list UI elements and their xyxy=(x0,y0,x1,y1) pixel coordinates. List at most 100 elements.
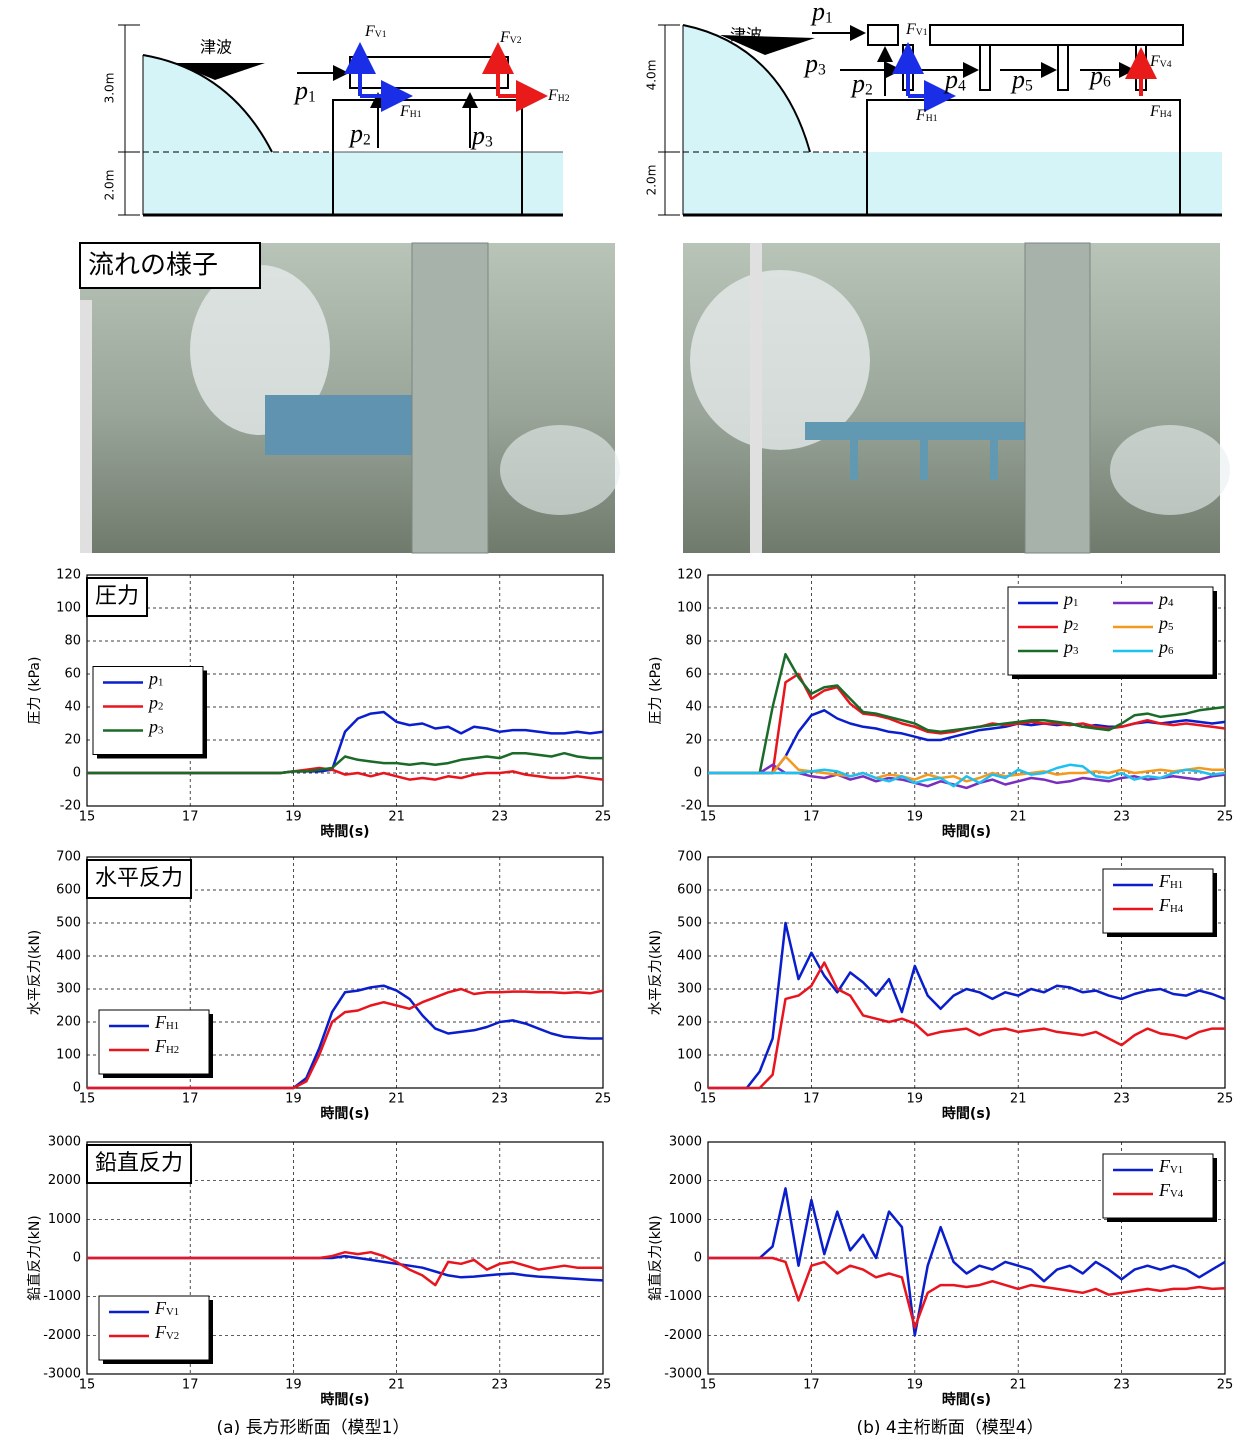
legend-box xyxy=(98,1295,210,1361)
x-tick-label: 15 xyxy=(700,1378,717,1393)
plot-frame xyxy=(707,574,1226,807)
diagram-label: 2.0m xyxy=(103,170,117,201)
x-tick-label: 17 xyxy=(182,1092,199,1107)
chart: -20 0 20 40 60 80 100 120 15 17 19 21 23 25 時間(s) 圧力 (k… xyxy=(27,568,611,841)
photo-label: 流れの様子 xyxy=(88,251,218,281)
diagram-label: 津波 xyxy=(730,26,762,45)
x-tick-label: 17 xyxy=(803,810,820,825)
y-axis-label: 圧力 (kPa) xyxy=(648,657,664,725)
y-tick-label: 100 xyxy=(56,1048,81,1063)
y-tick-label: 0 xyxy=(694,1251,702,1266)
legend-box xyxy=(98,1009,210,1075)
diagram-label: 3.0m xyxy=(103,73,117,104)
y-tick-label: -1000 xyxy=(43,1289,81,1304)
caption: (b) 4主桁断面（模型4） xyxy=(856,1418,1043,1438)
y-tick-label: 20 xyxy=(685,733,702,748)
y-tick-label: 120 xyxy=(56,568,81,583)
y-tick-label: 700 xyxy=(677,850,702,865)
x-tick-label: 21 xyxy=(1010,810,1027,825)
y-tick-label: 0 xyxy=(73,766,81,781)
diagram-label: p3 xyxy=(803,49,826,78)
diagram-a: 津波 3.0m 2.0m p1 p2 p3 FV1 FV2 FH1 FH2 xyxy=(103,23,570,217)
y-tick-label: 80 xyxy=(685,634,702,649)
legend-label: FH4 xyxy=(1158,895,1184,916)
legend-label: p3 xyxy=(1062,637,1078,658)
panel-label-box xyxy=(86,577,149,617)
legend-label: FV4 xyxy=(1158,1180,1184,1201)
x-tick-label: 23 xyxy=(1113,1378,1130,1393)
y-tick-label: -3000 xyxy=(664,1367,702,1382)
y-tick-label: -2000 xyxy=(43,1328,81,1343)
legend-label: p6 xyxy=(1157,637,1174,658)
x-tick-label: 15 xyxy=(700,810,717,825)
legend-label: p3 xyxy=(147,717,163,738)
y-tick-label: 1000 xyxy=(669,1212,702,1227)
legend-label: p2 xyxy=(147,693,163,714)
diagram-label: p6 xyxy=(1088,61,1111,90)
y-tick-label: 120 xyxy=(677,568,702,583)
y-tick-label: 500 xyxy=(56,916,81,931)
series-line xyxy=(708,1187,1226,1337)
chart: -3000 -2000 -1000 0 1000 2000 3000 15 17 19 21 23 25… xyxy=(647,1135,1233,1409)
series-line xyxy=(708,961,1225,1090)
y-tick-label: 300 xyxy=(56,982,81,997)
legend-label: FV2 xyxy=(154,1322,179,1343)
x-tick-label: 25 xyxy=(595,1092,612,1107)
diagram-label: p2 xyxy=(348,119,371,148)
y-tick-label: 0 xyxy=(73,1251,81,1266)
y-axis-label: 圧力 (kPa) xyxy=(27,657,43,725)
series-line xyxy=(87,987,604,1090)
y-tick-label: 500 xyxy=(677,916,702,931)
x-tick-label: 19 xyxy=(285,1092,302,1107)
y-tick-label: 3000 xyxy=(48,1135,81,1150)
diagram-label: p1 xyxy=(293,76,316,105)
diagram-label: FH2 xyxy=(547,87,570,104)
y-tick-label: 100 xyxy=(677,1048,702,1063)
y-tick-label: -2000 xyxy=(664,1328,702,1343)
x-axis-label: 時間(s) xyxy=(942,1105,991,1122)
diagram-label: FV1 xyxy=(905,21,928,38)
legend-box xyxy=(1102,1153,1214,1219)
panel-label-box xyxy=(86,859,193,899)
x-tick-label: 19 xyxy=(907,810,924,825)
x-tick-label: 17 xyxy=(803,1092,820,1107)
diagram-b: 津波 4.0m 2.0m p1 p2 p3 p4 p5 p6 FV1 FV4 F… xyxy=(645,0,1222,217)
y-tick-label: 40 xyxy=(685,700,702,715)
diagram-label: FV4 xyxy=(1149,53,1172,70)
y-tick-label: -20 xyxy=(60,799,81,814)
x-tick-label: 21 xyxy=(388,1092,405,1107)
x-tick-label: 15 xyxy=(700,1092,717,1107)
y-tick-label: 2000 xyxy=(48,1173,81,1188)
x-axis-label: 時間(s) xyxy=(320,1391,369,1408)
x-tick-label: 17 xyxy=(182,810,199,825)
diagram-label: FH4 xyxy=(1149,103,1172,120)
x-tick-label: 21 xyxy=(388,1378,405,1393)
panel-label-box xyxy=(86,1144,193,1184)
y-tick-label: 0 xyxy=(694,766,702,781)
y-tick-label: 0 xyxy=(694,1081,702,1096)
y-tick-label: 400 xyxy=(56,949,81,964)
diagram-label: 津波 xyxy=(200,38,232,57)
y-tick-label: -3000 xyxy=(43,1367,81,1382)
x-tick-label: 25 xyxy=(595,1378,612,1393)
x-tick-label: 23 xyxy=(492,1092,509,1107)
x-tick-label: 19 xyxy=(907,1378,924,1393)
chart: 0 100 200 300 400 500 600 700 15 17 19 21 23 25 時間(s) 水… xyxy=(648,850,1233,1123)
diagram-label: FV1 xyxy=(364,23,387,40)
series-line xyxy=(708,755,1225,783)
y-tick-label: 2000 xyxy=(669,1173,702,1188)
y-tick-label: 600 xyxy=(677,883,702,898)
series-line xyxy=(87,1250,603,1287)
legend-label: FH2 xyxy=(154,1036,179,1057)
y-tick-label: 20 xyxy=(64,733,81,748)
x-tick-label: 21 xyxy=(1010,1092,1027,1107)
legend-label: p5 xyxy=(1157,613,1173,634)
legend-label: FH1 xyxy=(154,1012,179,1033)
y-tick-label: 200 xyxy=(677,1015,702,1030)
plot-frame xyxy=(707,856,1226,1089)
x-tick-label: 23 xyxy=(1113,1092,1130,1107)
caption: (a) 長方形断面（模型1） xyxy=(217,1418,410,1438)
x-tick-label: 15 xyxy=(79,1092,96,1107)
x-tick-label: 25 xyxy=(1217,1378,1234,1393)
